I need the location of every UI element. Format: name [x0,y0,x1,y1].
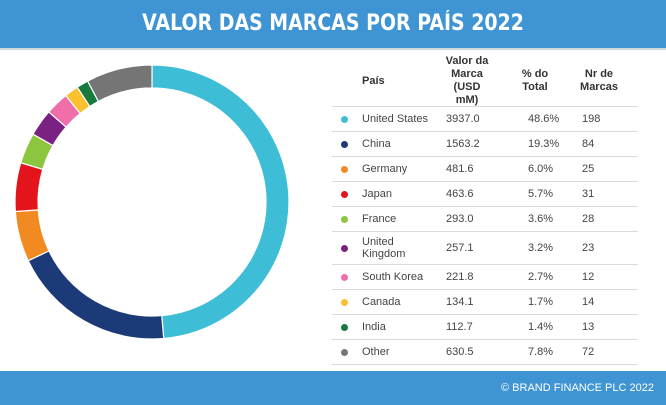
table-row: Japan 463.6 5.7% 31 [332,182,638,207]
legend-dot [341,216,348,223]
page-title: VALOR DAS MARCAS POR PAÍS 2022 [142,11,524,36]
donut-slice-other [86,64,153,103]
table-row: United Kingdom 257.1 3.2% 23 [332,232,638,265]
country-name: France [362,213,397,225]
donut-chart [14,64,290,340]
brand-value: 134.1 [446,296,474,308]
data-table: País Valor da Marca (USD mM) % do Total Nr … [332,55,638,391]
table-row: South Korea 221.8 2.7% 12 [332,265,638,290]
country-name: Other [362,346,390,358]
brand-count: 25 [582,163,595,175]
table-header: País Valor da Marca (USD mM) % do Total Nr … [332,55,638,106]
country-name: United States [362,113,429,125]
brand-count: 84 [582,138,595,150]
brand-count: 31 [582,188,595,200]
table-row: France 293.0 3.6% 28 [332,207,638,232]
country-name: United Kingdom [362,236,406,260]
percent-total: 3.6% [528,213,554,225]
brand-count: 13 [582,321,595,333]
country-name: Canada [362,296,401,308]
donut-slice-japan [14,161,44,213]
brand-count: 28 [582,213,595,225]
table-row: Canada 134.1 1.7% 14 [332,290,638,315]
legend-dot [341,245,348,252]
country-name: South Korea [362,271,424,283]
table-row: China 1563.2 19.3% 84 [332,132,638,157]
brand-count: 23 [582,242,595,254]
legend-dot [341,274,348,281]
table-body: United States 3937.0 48.6% 198 China 1563.2 19… [332,106,638,365]
percent-total: 5.7% [528,188,554,200]
header-divider [0,48,666,50]
percent-total: 1.4% [528,321,554,333]
header-percent-total: % do Total [521,68,549,93]
copyright-text: © BRAND FINANCE PLC 2022 [501,382,654,394]
percent-total: 7.8% [528,346,554,358]
table-row: Other 630.5 7.8% 72 [332,340,638,365]
header-bar [0,0,666,48]
brand-value: 112.7 [446,321,473,333]
header-brand-value: Valor da Marca (USD mM) [445,55,489,106]
percent-total: 48.6% [528,113,560,125]
donut-slice-germany [14,209,50,262]
legend-dot [341,299,348,306]
country-name: Germany [362,163,408,175]
brand-value: 257.1 [446,242,474,254]
brand-count: 14 [582,296,595,308]
country-name: India [362,321,386,333]
table-row: United States 3937.0 48.6% 198 [332,107,638,132]
legend-dot [341,141,348,148]
brand-value: 3937.0 [446,113,480,125]
donut-slice-china [27,250,165,340]
header-brand-count: Nr de Marcas [580,68,618,93]
brand-count: 12 [582,271,595,283]
brand-value: 1563.2 [446,138,480,150]
legend-dot [341,116,348,123]
table-row: Germany 481.6 6.0% 25 [332,157,638,182]
table-row: India 112.7 1.4% 13 [332,315,638,340]
percent-total: 3.2% [528,242,554,254]
percent-total: 6.0% [528,163,554,175]
legend-dot [341,349,348,356]
brand-value: 481.6 [446,163,474,175]
country-name: China [362,138,391,150]
donut-slice-united-states [151,64,290,340]
footer-bar: © BRAND FINANCE PLC 2022 [0,371,666,405]
legend-dot [341,166,348,173]
percent-total: 2.7% [528,271,554,283]
brand-value: 630.5 [446,346,474,358]
brand-value: 293.0 [446,213,474,225]
brand-value: 221.8 [446,271,474,283]
country-name: Japan [362,188,392,200]
percent-total: 1.7% [528,296,554,308]
legend-dot [341,191,348,198]
percent-total: 19.3% [528,138,560,150]
brand-count: 198 [582,113,601,125]
legend-dot [341,324,348,331]
header-country: País [362,74,385,87]
brand-value: 463.6 [446,188,474,200]
brand-count: 72 [582,346,595,358]
